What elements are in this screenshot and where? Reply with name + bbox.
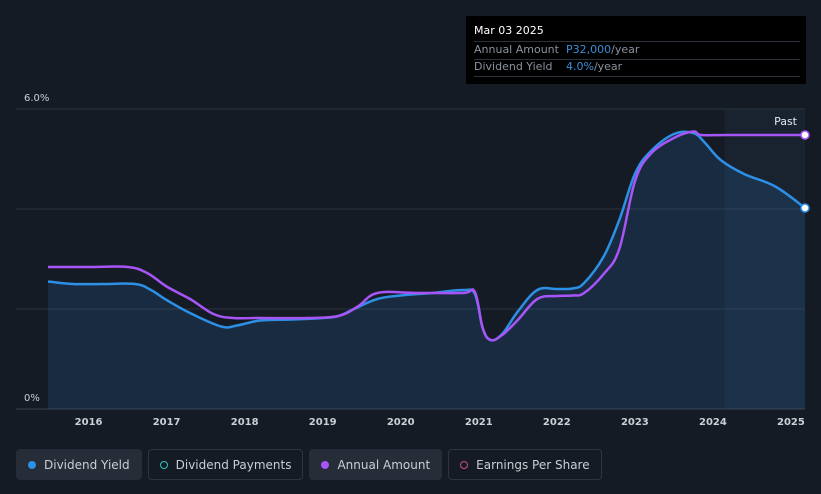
legend-earnings-per-share[interactable]: Earnings Per Share (448, 449, 602, 480)
legend-ring-icon (159, 460, 168, 469)
tooltip-unit: /year (611, 43, 640, 56)
legend: Dividend Yield Dividend Payments Annual … (16, 449, 602, 481)
legend-dividend-yield[interactable]: Dividend Yield (16, 449, 142, 480)
legend-dot-icon (321, 460, 330, 469)
annual-amount-line (47, 130, 805, 342)
tooltip-date: Mar 03 2025 (474, 24, 544, 37)
x-tick-label: 2017 (153, 417, 181, 428)
legend-label: Earnings Per Share (476, 457, 590, 472)
x-tick-label: 2019 (309, 417, 337, 428)
tooltip-label: Annual Amount (474, 43, 559, 56)
y-tick-top: 6.0% (24, 93, 49, 104)
x-tick-label: 2018 (231, 417, 259, 428)
tooltip-label: Dividend Yield (474, 60, 553, 73)
legend-label: Annual Amount (337, 457, 431, 472)
tooltip-divider (474, 76, 800, 77)
legend-annual-amount[interactable]: Annual Amount (309, 449, 443, 480)
legend-label: Dividend Yield (44, 457, 130, 472)
y-tick-bottom: 0% (24, 393, 40, 404)
dividend-yield-end-marker (800, 203, 810, 213)
legend-dividend-payments[interactable]: Dividend Payments (147, 449, 304, 480)
x-axis-ticks: 2016 2017 2018 2019 2020 2021 2022 2023 2024 2025 (75, 417, 805, 428)
tooltip: Mar 03 2025 Annual Amount P32,000/year D… (466, 16, 806, 84)
dividend-yield-area (48, 131, 805, 409)
annual-amount-end-marker (800, 130, 810, 140)
x-tick-label: 2016 (75, 417, 103, 428)
x-tick-label: 2024 (699, 417, 727, 428)
dividend-chart: Past 6.0% 0% 2016 2017 2018 2019 2020 2021 202… (16, 93, 810, 428)
legend-dot-icon (28, 460, 36, 469)
x-tick-label: 2022 (543, 417, 571, 428)
tooltip-value: P32,000 (566, 43, 612, 56)
x-tick-label: 2025 (777, 417, 805, 428)
tooltip-divider (474, 59, 800, 60)
x-tick-label: 2020 (387, 417, 415, 428)
grid-lines (16, 108, 805, 410)
tooltip-value: 4.0% (566, 60, 594, 73)
legend-label: Dividend Payments (175, 457, 292, 472)
tooltip-row-annual-amount: Annual Amount P32,000/year (474, 43, 639, 56)
x-tick-label: 2023 (621, 417, 649, 428)
x-tick-label: 2021 (465, 417, 493, 428)
legend-ring-icon (460, 460, 469, 469)
past-label: Past (774, 115, 798, 128)
tooltip-row-dividend-yield: Dividend Yield 4.0%/year (474, 60, 622, 73)
tooltip-divider (474, 41, 800, 42)
past-region (724, 109, 805, 409)
tooltip-unit: /year (593, 60, 623, 73)
